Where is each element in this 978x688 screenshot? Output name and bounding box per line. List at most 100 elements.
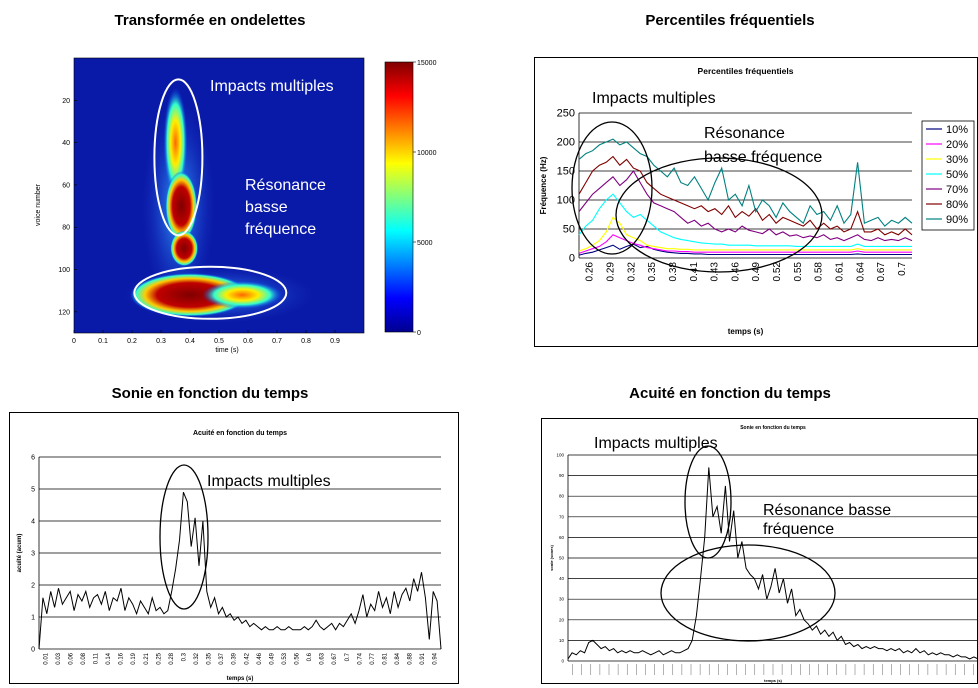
x-tick-label: 0.3 — [181, 652, 187, 661]
y-tick-label: 50 — [559, 556, 565, 561]
series-line — [578, 155, 913, 236]
x-tick-label: 0.91 — [420, 652, 426, 664]
legend-label: 90% — [946, 214, 968, 226]
y-tick-label: 80 — [62, 225, 70, 232]
x-tick-label: 0.46 — [257, 652, 263, 664]
annotation-label: Impacts multiples — [210, 78, 334, 95]
x-tick-label: 0.35 — [207, 652, 213, 664]
y-tick-label: 10 — [559, 638, 565, 643]
x-tick-label: 0.77 — [370, 652, 376, 664]
chart-title: Sonie en fonction du temps — [740, 425, 806, 431]
x-tick-label: 0.84 — [395, 652, 401, 664]
annotation-label: fréquence — [763, 521, 834, 538]
y-tick-label: 4 — [31, 518, 35, 525]
x-tick-label: 0.7 — [897, 262, 908, 276]
x-tick-label: 0.28 — [169, 652, 175, 664]
wavelet-heatmap-chart: Impacts multiples Résonance basse fréquence… — [35, 57, 437, 354]
x-tick-label: 0.19 — [131, 652, 137, 664]
y-tick-label: 200 — [557, 137, 575, 149]
legend-label: 70% — [946, 184, 968, 196]
y-tick-label: 100 — [556, 453, 564, 458]
annotation-label: basse fréquence — [704, 149, 822, 166]
x-tick-label: 0.67 — [332, 652, 338, 664]
annotation-label: Résonance basse — [763, 502, 891, 519]
legend-box — [921, 120, 975, 231]
x-tick-label: 0.88 — [408, 652, 414, 664]
field-streak — [163, 87, 188, 198]
annotation-label: Impacts multiples — [594, 435, 718, 452]
x-tick-label: 0.94 — [433, 652, 439, 664]
x-tick-label: 0.11 — [94, 652, 100, 664]
x-tick-label: 0.7 — [345, 652, 351, 661]
x-tick-label: 0.58 — [814, 262, 825, 282]
x-tick-label: 0.5 — [214, 338, 224, 345]
x-tick-label: 0.14 — [106, 652, 112, 664]
x-tick-label: 0.3 — [156, 338, 166, 345]
annotation-label: basse — [245, 199, 288, 216]
heading-sonie: Sonie en fonction du temps — [111, 385, 309, 402]
chart-title: Percentiles fréquentiels — [698, 66, 794, 76]
annotation-ellipse — [159, 464, 209, 610]
x-axis-label: temps (s) — [728, 327, 764, 336]
annotation-ellipse — [153, 78, 204, 237]
annotation-ellipse — [571, 121, 653, 255]
series-line — [578, 216, 912, 252]
x-tick-label: 0.67 — [876, 262, 887, 282]
heading-acuite: Acuité en fonction du temps — [629, 385, 831, 402]
x-tick-label: 0.03 — [56, 652, 62, 664]
y-axis-label: Fréquence (Hz) — [539, 156, 548, 214]
x-tick-label: 0.29 — [606, 262, 617, 282]
y-tick-label: 80 — [559, 494, 565, 499]
series-line — [578, 193, 912, 247]
series-line — [38, 492, 442, 650]
series-line — [578, 243, 912, 256]
y-tick-label: 90 — [559, 473, 565, 478]
y-tick-label: 6 — [31, 454, 35, 461]
x-tick-label: 0.55 — [793, 262, 804, 282]
x-tick-label: 0.42 — [244, 652, 250, 664]
y-axis-label: sonie (sones) — [549, 544, 554, 570]
legend-label: 50% — [946, 169, 968, 181]
x-tick-label: 0.39 — [232, 652, 238, 664]
x-tick-label: 0.32 — [626, 262, 637, 282]
series-line — [567, 467, 978, 660]
annotation-label: Impacts multiples — [592, 90, 716, 107]
x-axis-label: time (s) — [215, 347, 238, 354]
y-tick-label: 40 — [559, 576, 565, 581]
colorbar-tick-label: 10000 — [417, 150, 437, 157]
series-line — [578, 170, 913, 242]
x-tick-label: 0.38 — [668, 262, 679, 282]
x-tick-label: 0.37 — [219, 652, 225, 664]
y-tick-label: 3 — [31, 550, 35, 557]
chart-frame — [9, 412, 459, 684]
y-tick-label: 30 — [559, 597, 565, 602]
x-tick-label: 0.9 — [330, 338, 340, 345]
annotation-ellipse — [684, 445, 732, 559]
x-tick-label: 0.21 — [144, 652, 150, 664]
y-tick-label: 0 — [31, 646, 35, 653]
x-tick-label: 0.1 — [98, 338, 108, 345]
annotation-ellipse — [133, 265, 288, 320]
x-tick-label: 0.49 — [751, 262, 762, 282]
x-tick-label: 0.4 — [185, 338, 195, 345]
chart-frame — [541, 418, 978, 684]
colorbar-tick-label: 5000 — [417, 240, 433, 247]
x-tick-label: 0.25 — [156, 652, 162, 664]
legend-label: 20% — [946, 139, 968, 151]
x-tick-label: 0.53 — [282, 652, 288, 664]
y-tick-label: 20 — [559, 617, 565, 622]
colorbar-tick-label: 15000 — [417, 60, 437, 67]
y-tick-label: 70 — [559, 514, 565, 519]
x-tick-label: 0.64 — [855, 262, 866, 282]
y-tick-label: 60 — [559, 535, 565, 540]
y-tick-label: 0 — [569, 253, 575, 265]
y-tick-label: 150 — [557, 166, 575, 178]
x-tick-label: 0.2 — [127, 338, 137, 345]
field-tail — [202, 280, 283, 309]
x-tick-label: 0.7 — [272, 338, 282, 345]
x-tick-label: 0.6 — [307, 652, 313, 661]
x-axis-label: temps (s) — [764, 678, 782, 683]
x-tick-label: 0.74 — [357, 652, 363, 664]
field-core — [170, 230, 199, 267]
x-tick-label: 0.52 — [772, 262, 783, 282]
